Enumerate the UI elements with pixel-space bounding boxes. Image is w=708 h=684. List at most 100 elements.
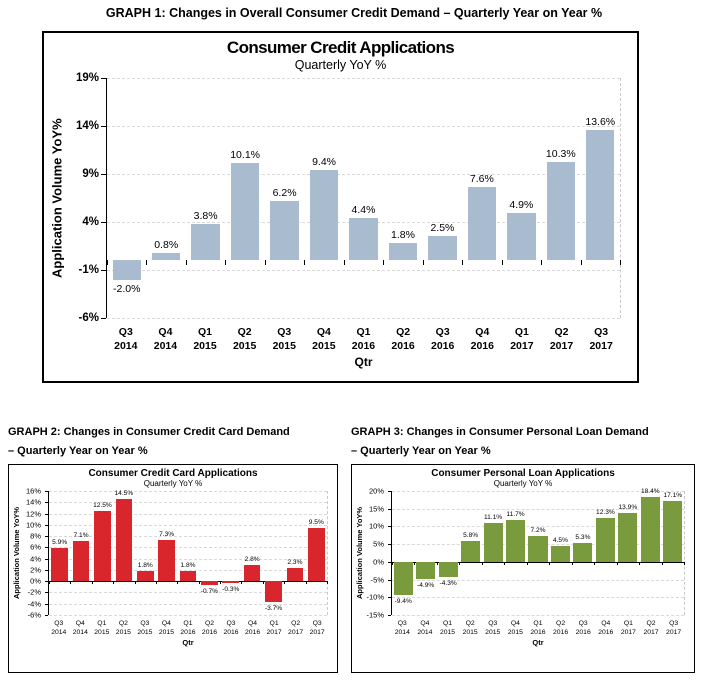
gridline xyxy=(107,318,620,319)
bar-value-label: 1.8% xyxy=(390,229,415,242)
bar-q1-2016 xyxy=(179,571,197,582)
gridline xyxy=(49,569,327,571)
chart-body: Application Volume YoY% 20% 15% 10% 5% 0% -5%… xyxy=(352,487,694,620)
bar-value-label: -9.4% xyxy=(394,598,412,606)
y-tick-label: 8% xyxy=(30,531,41,541)
x-axis-tick-mark xyxy=(392,561,393,565)
bar-q4-2016 xyxy=(595,518,615,562)
gridline xyxy=(107,270,620,271)
x-axis-tick-mark xyxy=(113,581,115,585)
x-tick-label: Q3 2017 xyxy=(666,620,682,637)
bar-q2-2017 xyxy=(546,161,575,261)
bar-value-label: 10.3% xyxy=(545,147,576,160)
bar-value-label: 18.4% xyxy=(640,487,660,495)
x-tick-label: Q2 2016 xyxy=(391,326,415,352)
bar-q2-2016 xyxy=(550,545,570,562)
gridline xyxy=(49,558,327,560)
bar-q3-2017 xyxy=(663,501,683,562)
y-tick-label: 2% xyxy=(30,565,41,575)
x-axis-tick-mark xyxy=(462,260,464,266)
x-axis-tick-mark xyxy=(284,581,286,585)
y-axis-tick-mark xyxy=(45,603,48,605)
bar-value-label: -0.7% xyxy=(200,588,218,596)
x-tick-label: Q4 2015 xyxy=(158,620,174,637)
x-tick-label: Q4 2016 xyxy=(244,620,261,637)
y-tick-label: -6% xyxy=(27,610,41,620)
y-axis-tick-mark xyxy=(45,524,48,526)
x-tick-label: Q4 2016 xyxy=(598,620,614,637)
y-tick-label: 10% xyxy=(368,521,384,531)
x-tick-label: Q1 2017 xyxy=(266,620,282,637)
y-axis-tick-mark xyxy=(45,558,48,560)
chart-body: Application Volume YoY% 19% 14% 9% 4% -1% -6%… xyxy=(44,72,637,324)
graph2-heading: GRAPH 2: Changes in Consumer Credit Card… xyxy=(8,423,338,460)
gridline xyxy=(392,615,684,616)
bar-q3-2017 xyxy=(586,129,615,261)
chart-title: Consumer Credit Applications xyxy=(226,38,455,57)
bar-q3-2015 xyxy=(270,200,299,261)
bar-q2-2015 xyxy=(461,541,481,562)
x-axis-tick-mark xyxy=(436,561,438,565)
x-tick-label: Q1 2016 xyxy=(351,326,376,352)
bar-value-label: 2.3% xyxy=(287,559,303,567)
x-axis-tick-mark xyxy=(422,260,424,266)
y-tick-label: 10% xyxy=(25,520,41,530)
bar-value-label: 1.8% xyxy=(180,562,196,570)
x-tick-label: Q4 2014 xyxy=(153,326,178,352)
y-tick-label: 14% xyxy=(25,497,41,507)
x-axis-tick-mark xyxy=(264,260,266,266)
x-axis-tick-mark xyxy=(414,561,416,565)
bar-q3-2016 xyxy=(573,543,593,562)
x-tick-label: Q4 2015 xyxy=(312,326,336,352)
bar-value-label: 7.2% xyxy=(530,527,546,535)
x-axis-tick-mark xyxy=(594,561,596,565)
graph3-heading: GRAPH 3: Changes in Consumer Personal Lo… xyxy=(351,423,695,460)
y-axis-tick-mark xyxy=(45,569,48,571)
bar-value-label: 7.1% xyxy=(73,532,89,540)
bar-value-label: -2.0% xyxy=(113,282,141,295)
bar-value-label: 4.4% xyxy=(351,204,376,217)
gridline xyxy=(49,592,327,594)
x-axis-tick-mark xyxy=(91,581,93,585)
bar-q1-2017 xyxy=(618,512,638,562)
x-axis-tick-mark xyxy=(343,260,345,266)
x-tick-label: Q2 2015 xyxy=(232,326,257,352)
y-axis-tick-mark xyxy=(101,318,106,319)
y-axis-tick-mark xyxy=(101,270,106,271)
bar-value-label: 13.9% xyxy=(618,503,638,511)
x-axis-tick-mark xyxy=(571,561,573,565)
gridline xyxy=(49,603,327,605)
gridline xyxy=(392,508,684,510)
personal-loan-chart: Consumer Personal Loan Applications Quar… xyxy=(351,464,695,673)
y-axis-title: Application Volume YoY% xyxy=(355,506,364,600)
y-tick-label: 4% xyxy=(82,216,99,228)
x-tick-label: Q4 2015 xyxy=(507,620,523,637)
bar-q3-2017 xyxy=(307,527,325,582)
y-axis-tick-mark xyxy=(45,615,48,616)
y-axis-tick-mark xyxy=(101,126,106,127)
x-axis-tick-mark xyxy=(241,581,243,585)
bar-q2-2015 xyxy=(230,163,260,261)
y-axis-tick-mark xyxy=(45,536,48,538)
gridline xyxy=(392,597,684,599)
bar-q4-2015 xyxy=(309,170,339,261)
x-tick-label: Q1 2015 xyxy=(439,620,456,637)
y-tick-label: 15% xyxy=(368,504,384,514)
chart-subtitle: Quarterly YoY % xyxy=(294,58,387,72)
x-axis-tick-mark xyxy=(639,561,641,565)
x-tick-label: Q1 2017 xyxy=(620,620,636,637)
x-tick-label: Q4 2014 xyxy=(72,620,88,637)
x-tick-label: Q3 2016 xyxy=(575,620,591,637)
y-tick-label: -4% xyxy=(27,599,41,609)
y-axis-tick-mark xyxy=(45,491,48,492)
bar-q3-2016 xyxy=(428,236,457,261)
y-axis-tick-mark xyxy=(101,222,106,223)
y-tick-label: 6% xyxy=(30,542,41,552)
bar-value-label: -3.7% xyxy=(264,605,283,613)
bar-value-label: 7.3% xyxy=(159,531,175,539)
y-axis-tick-mark xyxy=(388,491,391,492)
y-tick-label: 5% xyxy=(373,539,384,549)
bar-q3-2014 xyxy=(393,561,413,596)
x-axis-title: Qtr xyxy=(532,638,544,648)
x-axis-tick-mark xyxy=(620,260,621,266)
